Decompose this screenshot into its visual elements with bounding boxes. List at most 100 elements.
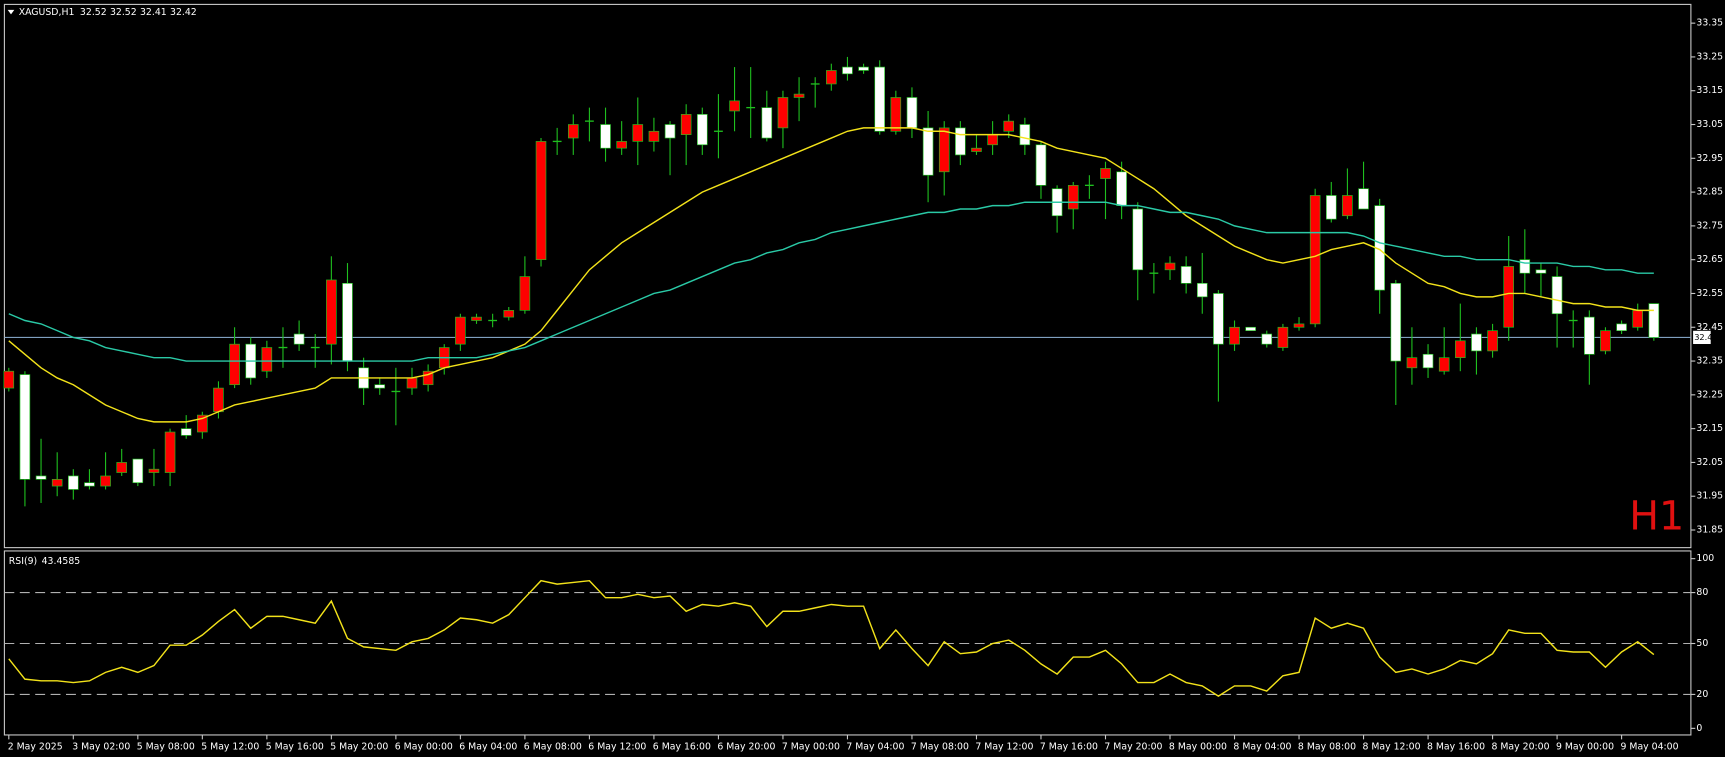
y-tick-label: 31.85 [1696, 525, 1723, 536]
y-tick-label: 32.95 [1696, 153, 1723, 164]
candle-body [51, 478, 63, 487]
y-tick-label: 100 [1696, 553, 1714, 564]
candle-body [148, 468, 160, 473]
candle-body [1019, 124, 1031, 146]
candle-body [664, 124, 676, 139]
candle-body [3, 370, 15, 389]
candle-body [1245, 326, 1256, 331]
candle-body [680, 114, 692, 135]
candle-body [519, 276, 531, 311]
candle-body [374, 384, 386, 389]
candle-body [1390, 283, 1402, 362]
candle-body [342, 283, 353, 362]
candle-body [1600, 330, 1611, 352]
candle-body [68, 475, 79, 490]
y-tick-label: 33.25 [1696, 51, 1723, 62]
candle-body [1616, 323, 1627, 331]
y-tick-label: 0 [1696, 723, 1702, 734]
y-tick-label: 32.25 [1696, 389, 1723, 400]
candle-body [197, 414, 208, 433]
candle-body [1519, 259, 1531, 274]
candle-body [567, 124, 579, 139]
candle-body [777, 97, 789, 129]
candle-body [648, 130, 660, 142]
candle-body [1180, 266, 1192, 284]
y-tick-label: 32.85 [1696, 187, 1723, 198]
candle-body [84, 482, 95, 487]
candle-body [761, 107, 773, 139]
candle-body [1277, 326, 1289, 348]
x-tick-label: 9 May 04:00 [1620, 742, 1678, 753]
candle-body [1229, 326, 1240, 345]
candle-body [842, 66, 853, 75]
x-tick-label: 8 May 00:00 [1169, 742, 1227, 753]
candle-body [1261, 333, 1273, 345]
candle-body [422, 370, 434, 386]
candle-body [132, 458, 144, 484]
y-tick-label: 32.65 [1696, 254, 1723, 265]
x-tick-label: 7 May 20:00 [1104, 742, 1162, 753]
x-tick-label: 5 May 08:00 [137, 742, 195, 753]
x-tick-label: 8 May 16:00 [1427, 742, 1485, 753]
candle-body [19, 374, 31, 480]
candle-body [1487, 330, 1498, 352]
candle-body [874, 66, 885, 132]
indicator-value: 43.4585 [42, 555, 81, 566]
candle-body [1196, 283, 1208, 298]
candle-body [1358, 188, 1369, 210]
y-tick-label: 32.05 [1696, 457, 1723, 468]
x-tick-label: 8 May 20:00 [1491, 742, 1549, 753]
candle-body [1648, 303, 1660, 338]
moving-average [8, 201, 1654, 362]
candle-body [1164, 262, 1176, 271]
candle-body [1116, 171, 1127, 206]
x-tick-label: 6 May 20:00 [717, 742, 775, 753]
header-value: XAGUSD,H1 [19, 7, 75, 18]
candle-body [1342, 195, 1353, 217]
moving-average [8, 127, 1654, 423]
y-tick-label: 80 [1696, 587, 1708, 598]
candle-body [938, 127, 950, 173]
candle-body [406, 377, 418, 389]
candle-body [600, 124, 611, 149]
header-value: 32.42 [170, 7, 197, 18]
x-tick-label: 5 May 12:00 [201, 742, 259, 753]
x-tick-label: 7 May 08:00 [911, 742, 969, 753]
y-tick-label: 50 [1696, 638, 1708, 649]
x-tick-label: 6 May 08:00 [524, 742, 582, 753]
x-tick-label: 8 May 04:00 [1233, 742, 1291, 753]
x-tick-label: 7 May 00:00 [782, 742, 840, 753]
candle-body [1584, 316, 1595, 355]
y-tick-label: 32.75 [1696, 220, 1723, 231]
candle-body [471, 316, 482, 321]
x-tick-label: 5 May 16:00 [266, 742, 324, 753]
y-tick-label: 32.35 [1696, 356, 1723, 367]
x-tick-label: 9 May 00:00 [1556, 742, 1614, 753]
x-tick-label: 7 May 04:00 [846, 742, 904, 753]
candle-body [632, 124, 644, 142]
candle-body [535, 141, 547, 261]
candle-body [35, 475, 47, 480]
candle-body [697, 114, 708, 146]
candle-body [1003, 120, 1015, 132]
header-value: 32.52 [110, 7, 137, 18]
candle-body [1035, 144, 1047, 186]
x-tick-label: 6 May 00:00 [395, 742, 453, 753]
candle-body [326, 279, 337, 345]
candle-body [616, 141, 627, 149]
menu-arrow[interactable] [7, 9, 15, 15]
x-tick-label: 7 May 16:00 [1040, 742, 1098, 753]
candle-body [1213, 293, 1224, 345]
y-tick-label: 33.05 [1696, 119, 1723, 130]
rsi-line [8, 579, 1655, 697]
symbol-header: XAGUSD,H1 32.52 32.52 32.41 32.42 [19, 7, 197, 18]
candle-body [455, 316, 466, 345]
candle-body [971, 147, 982, 152]
price-label-box [1693, 330, 1711, 345]
x-tick-label: 6 May 12:00 [588, 742, 646, 753]
candle-body [503, 310, 515, 318]
candle-body [858, 66, 869, 71]
candle-body [1438, 357, 1450, 372]
x-tick-label: 6 May 04:00 [459, 742, 517, 753]
